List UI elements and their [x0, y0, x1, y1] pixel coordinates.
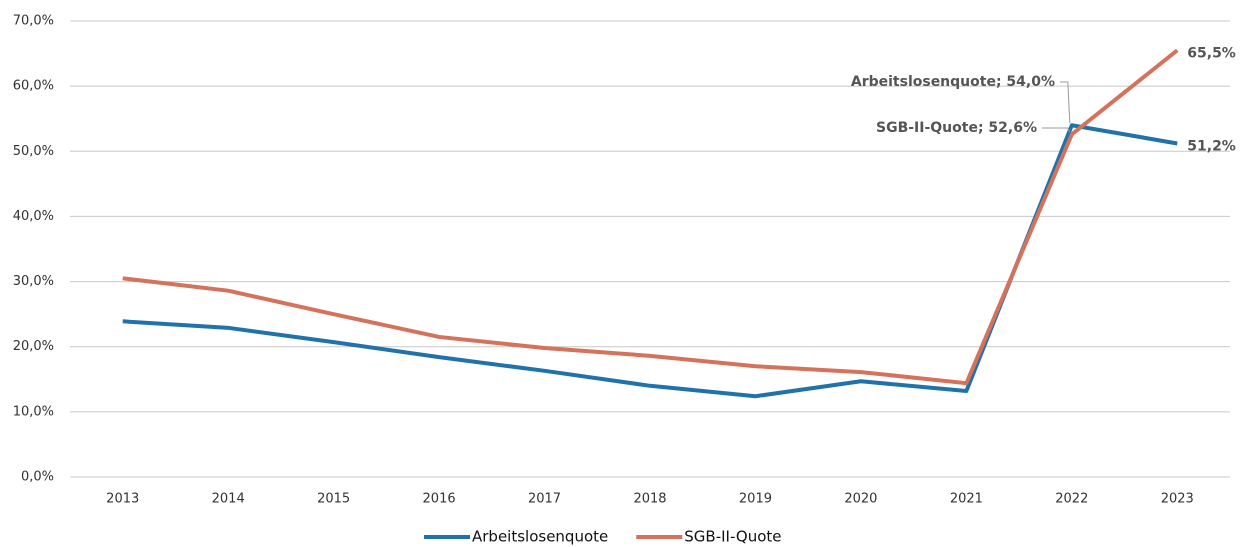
leader-line [1060, 81, 1071, 124]
x-tick-label: 2018 [633, 492, 666, 507]
data-label: Arbeitslosenquote; 54,0% [851, 74, 1055, 90]
x-tick-label: 2017 [528, 492, 561, 507]
y-tick-label: 20,0% [13, 339, 54, 354]
y-tick-label: 10,0% [13, 404, 54, 419]
y-tick-label: 60,0% [13, 79, 54, 94]
x-tick-label: 2022 [1055, 492, 1088, 507]
x-tick-label: 2016 [423, 492, 456, 507]
data-label: SGB-II-Quote; 52,6% [876, 120, 1037, 136]
y-tick-label: 40,0% [13, 209, 54, 224]
x-tick-label: 2015 [317, 492, 350, 507]
x-tick-label: 2019 [739, 492, 772, 507]
x-tick-label: 2014 [212, 492, 245, 507]
y-tick-label: 50,0% [13, 144, 54, 159]
leader-line [1042, 127, 1071, 133]
series-line [122, 48, 1179, 386]
x-tick-label: 2013 [106, 492, 139, 507]
x-tick-label: 2021 [950, 492, 983, 507]
legend-label: Arbeitslosenquote [472, 528, 608, 546]
legend-label: SGB-II-Quote [684, 528, 781, 546]
y-tick-label: 30,0% [13, 274, 54, 289]
x-tick-label: 2020 [844, 492, 877, 507]
y-tick-label: 70,0% [13, 14, 54, 29]
data-label: 65,5% [1187, 45, 1236, 61]
y-tick-label: 0,0% [21, 470, 54, 485]
x-tick-label: 2023 [1161, 492, 1194, 507]
data-label: 51,2% [1187, 138, 1236, 154]
